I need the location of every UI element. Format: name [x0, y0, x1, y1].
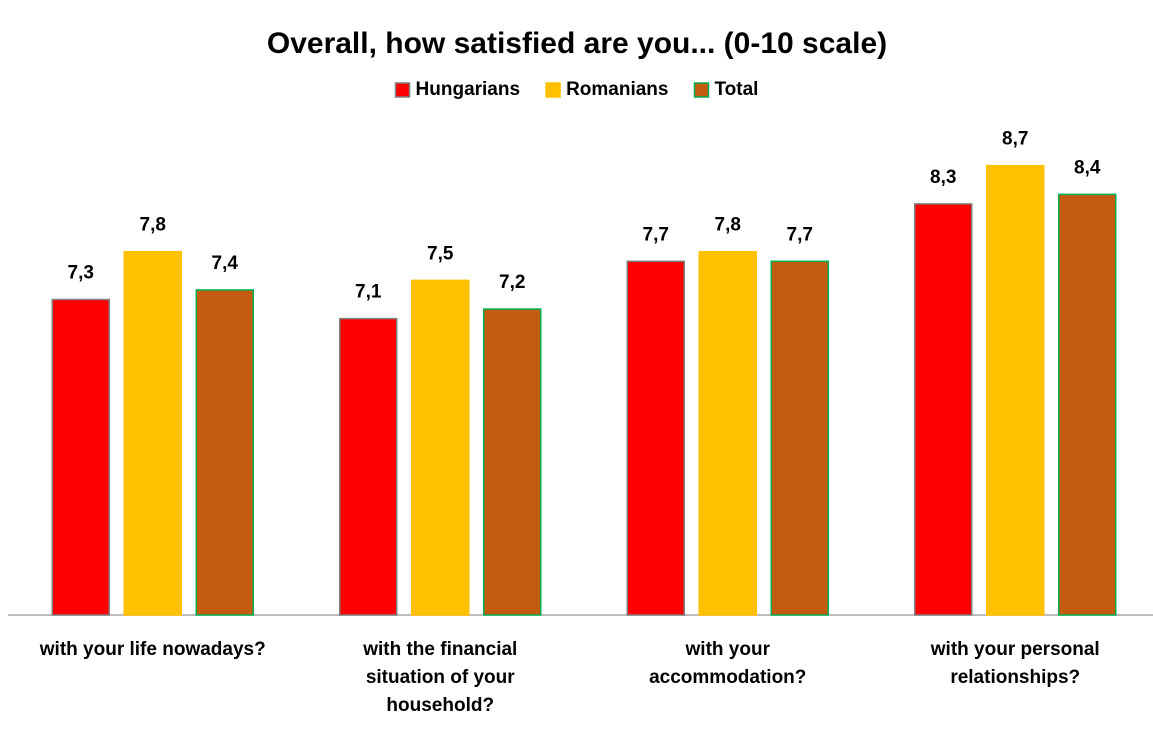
bar: [914, 203, 973, 616]
bar: [770, 260, 829, 616]
legend-label: Total: [714, 79, 758, 100]
value-label: 7,7: [643, 224, 669, 245]
chart-title: Overall, how satisfied are you... (0-10 …: [267, 27, 887, 60]
value-label: 8,3: [930, 167, 956, 188]
value-label: 7,2: [499, 272, 525, 293]
legend-swatch: [545, 82, 561, 98]
x-tick-label: with your accommodation?: [649, 639, 807, 688]
x-tick-label: with your personal relationships?: [930, 639, 1100, 688]
value-label: 7,3: [68, 263, 94, 284]
bar: [51, 298, 110, 616]
bar: [123, 250, 182, 616]
bar: [339, 317, 398, 616]
value-label: 7,4: [212, 253, 239, 274]
x-tick-label: with your life nowadays?: [39, 639, 266, 660]
legend-label: Romanians: [566, 79, 668, 100]
x-tick-label: with the financial situation of your hou…: [363, 639, 518, 716]
bar: [483, 308, 542, 616]
bar: [698, 250, 757, 616]
value-label: 7,8: [715, 215, 741, 236]
value-label: 8,4: [1074, 157, 1101, 178]
value-label: 7,5: [427, 243, 454, 264]
value-label: 8,7: [1002, 129, 1028, 150]
legend-swatch: [693, 82, 710, 98]
value-label: 7,1: [355, 282, 382, 303]
legend-swatch: [394, 82, 411, 98]
legend-label: Hungarians: [416, 79, 521, 100]
bar: [1058, 193, 1117, 616]
bar: [626, 260, 685, 616]
bar: [195, 289, 254, 616]
bar: [411, 279, 470, 616]
value-label: 7,7: [787, 224, 813, 245]
bar: [986, 164, 1045, 616]
value-label: 7,8: [140, 215, 166, 236]
